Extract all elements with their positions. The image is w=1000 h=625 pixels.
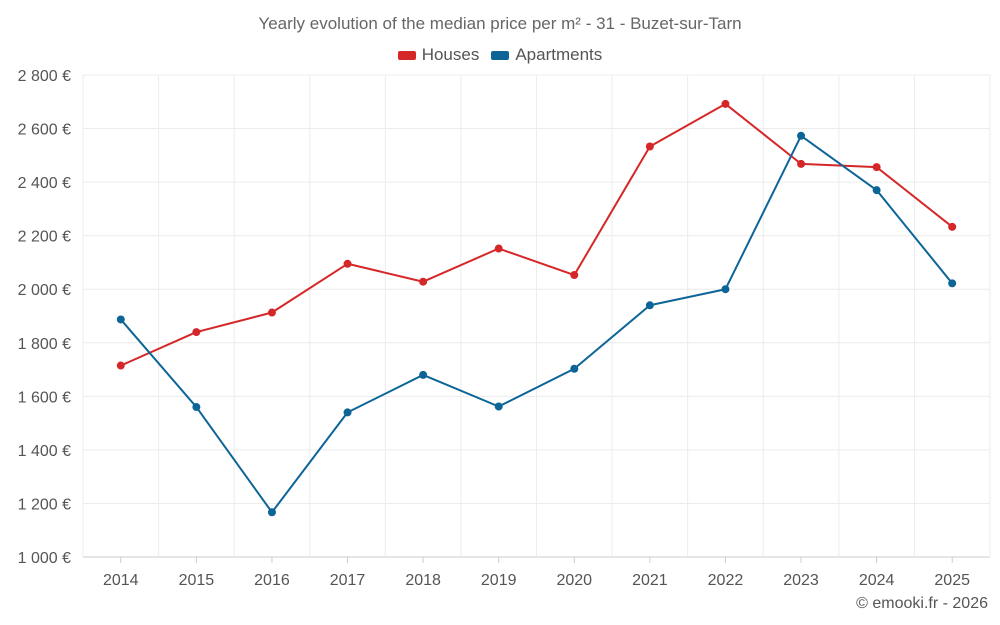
x-tick-label: 2019 bbox=[481, 572, 517, 589]
x-tick-label: 2015 bbox=[179, 572, 215, 589]
data-point-apartments bbox=[645, 301, 654, 310]
x-tick-label: 2022 bbox=[708, 572, 744, 589]
data-point-houses bbox=[192, 328, 201, 337]
legend-label-houses: Houses bbox=[421, 45, 480, 64]
data-point-apartments bbox=[872, 186, 881, 195]
series-line-apartments bbox=[120, 134, 953, 514]
data-point-houses bbox=[797, 159, 806, 168]
legend-item-apartments[interactable]: Apartments bbox=[491, 45, 602, 65]
data-point-houses bbox=[419, 277, 428, 286]
data-point-houses bbox=[872, 163, 881, 172]
y-tick-label: 1 600 € bbox=[18, 389, 71, 406]
y-tick-label: 1 000 € bbox=[18, 550, 71, 567]
data-point-houses bbox=[948, 222, 957, 231]
data-point-houses bbox=[494, 244, 503, 253]
data-point-houses bbox=[343, 259, 352, 268]
data-point-apartments bbox=[570, 364, 579, 373]
y-tick-label: 1 400 € bbox=[18, 443, 71, 460]
x-tick-label: 2017 bbox=[330, 572, 366, 589]
x-tick-label: 2025 bbox=[934, 572, 970, 589]
y-tick-label: 2 400 € bbox=[18, 175, 71, 192]
x-tick-label: 2018 bbox=[405, 572, 441, 589]
chart-title: Yearly evolution of the median price per… bbox=[258, 14, 742, 33]
legend-swatch-houses bbox=[397, 50, 416, 60]
data-point-apartments bbox=[721, 285, 730, 294]
legend-item-houses[interactable]: Houses bbox=[397, 45, 480, 65]
y-tick-label: 1 800 € bbox=[18, 336, 71, 353]
data-point-houses bbox=[116, 361, 125, 370]
y-tick-label: 2 000 € bbox=[18, 282, 71, 299]
data-point-apartments bbox=[494, 402, 503, 411]
data-point-houses bbox=[570, 271, 579, 280]
data-point-apartments bbox=[948, 279, 957, 288]
series-line-houses bbox=[120, 102, 953, 367]
data-point-houses bbox=[645, 142, 654, 151]
data-point-houses bbox=[267, 308, 276, 317]
data-point-apartments bbox=[797, 131, 806, 140]
x-tick-label: 2021 bbox=[632, 572, 668, 589]
x-tick-label: 2020 bbox=[556, 572, 592, 589]
data-point-apartments bbox=[343, 408, 352, 417]
data-point-apartments bbox=[116, 315, 125, 324]
y-tick-label: 2 200 € bbox=[18, 229, 71, 246]
y-tick-label: 1 200 € bbox=[18, 496, 71, 513]
legend-label-apartments: Apartments bbox=[515, 45, 603, 64]
footer-credit: © emooki.fr - 2026 bbox=[856, 595, 988, 612]
x-tick-label: 2023 bbox=[783, 572, 819, 589]
x-tick-label: 2014 bbox=[103, 572, 139, 589]
legend-swatch-apartments bbox=[491, 50, 510, 60]
data-point-apartments bbox=[419, 370, 428, 379]
y-tick-label: 2 800 € bbox=[18, 68, 71, 85]
data-point-apartments bbox=[192, 403, 201, 412]
y-tick-label: 2 600 € bbox=[18, 122, 71, 139]
data-point-houses bbox=[721, 99, 730, 108]
legend: Houses Apartments bbox=[0, 45, 1000, 65]
data-point-apartments bbox=[267, 508, 276, 517]
x-tick-label: 2024 bbox=[859, 572, 895, 589]
x-tick-label: 2016 bbox=[254, 572, 290, 589]
